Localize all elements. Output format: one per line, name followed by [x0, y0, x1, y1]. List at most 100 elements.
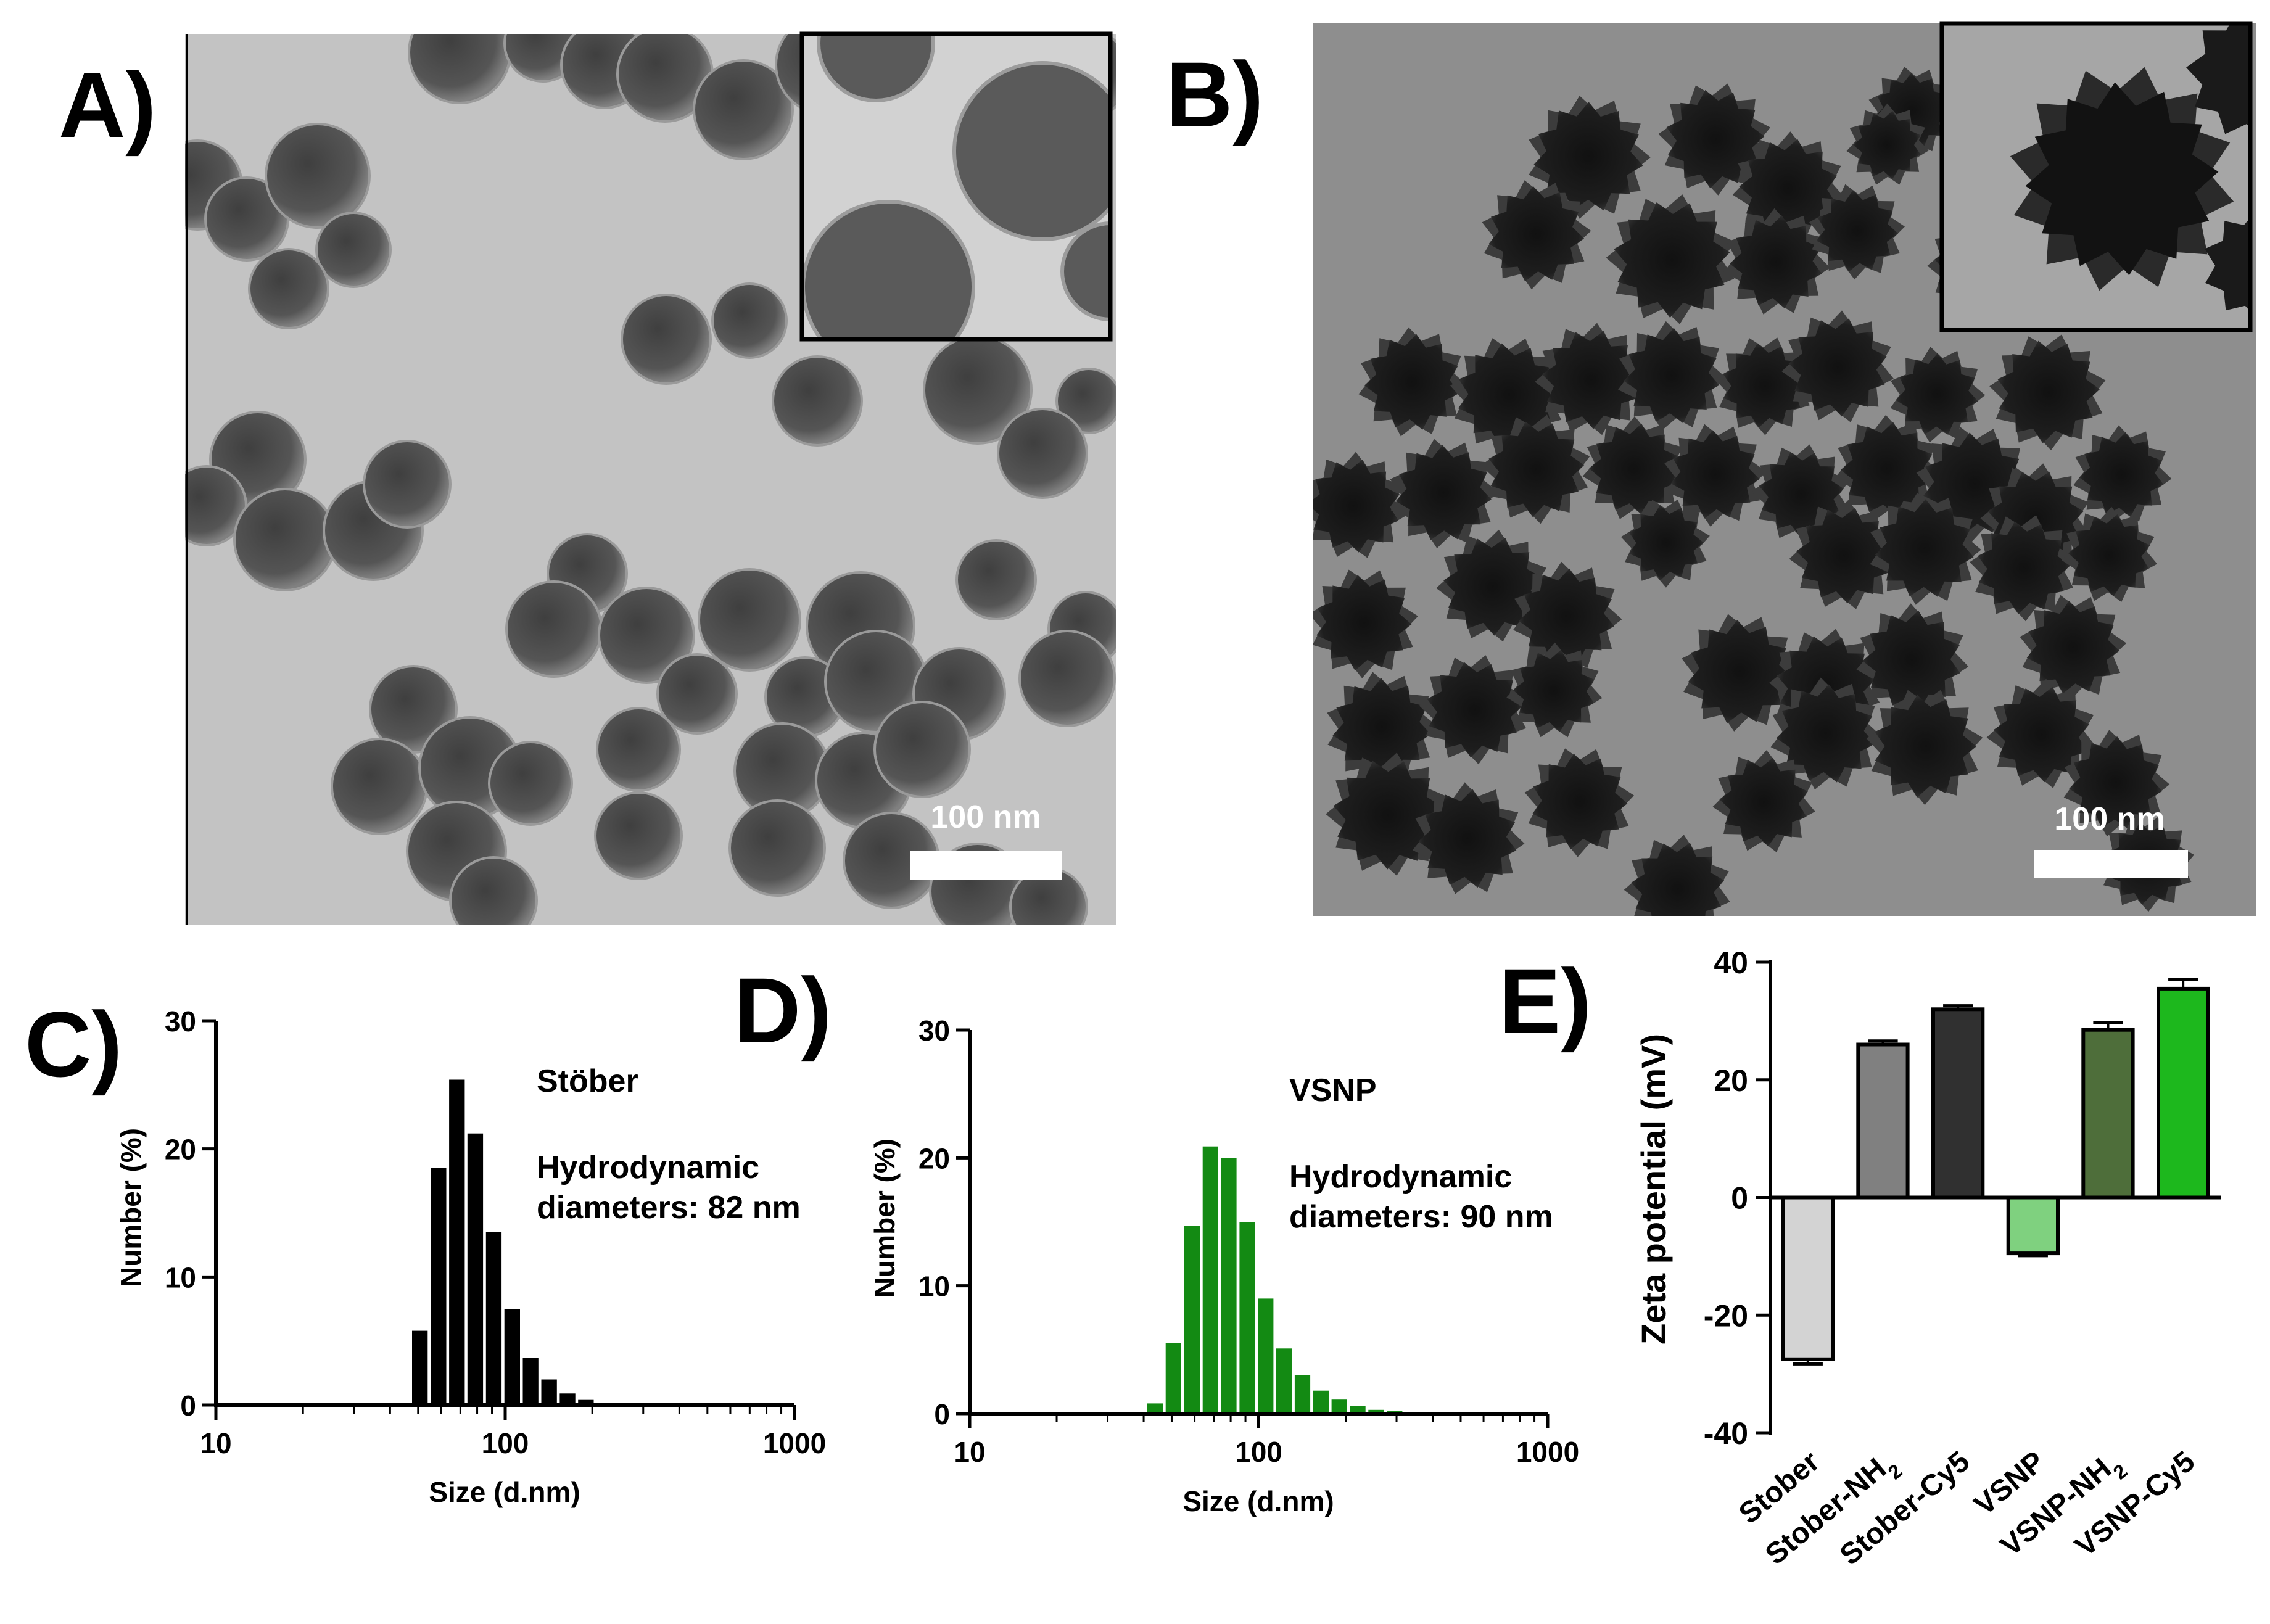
dendritic-particle — [1670, 430, 1760, 519]
chart-c-y-label: Number (%) — [115, 1128, 147, 1287]
chart-c-bar — [578, 1399, 594, 1405]
dendritic-particle — [1488, 186, 1585, 282]
dendritic-particle — [2079, 432, 2164, 517]
chart-d-y-tick-label: 20 — [918, 1142, 950, 1174]
chart-d-bar — [1313, 1390, 1329, 1414]
inset-dendritic-particle — [2205, 217, 2250, 311]
chart-e: StoberStober-NH2Stober-Cy5VSNPVSNP-NH2VS… — [1634, 946, 2221, 1572]
sphere-particle — [845, 814, 938, 907]
dendritic-particle — [1723, 343, 1807, 428]
dendritic-particle — [1688, 620, 1792, 723]
sphere-particle — [267, 125, 368, 226]
dendritic-particle — [1776, 684, 1875, 783]
chart-d-bar — [1331, 1399, 1347, 1414]
panel-label-a: A) — [59, 53, 156, 157]
dendritic-particle — [1313, 460, 1400, 553]
chart-e-bar — [2156, 986, 2210, 1200]
chart-d-y-tick-label: 10 — [918, 1271, 950, 1303]
dendritic-particle — [1719, 757, 1808, 847]
inset-sphere — [820, 34, 931, 99]
chart-d-x-label: Size (d.nm) — [1182, 1485, 1334, 1517]
chart-c-x-label: Size (d.nm) — [429, 1476, 580, 1508]
sphere-particle — [767, 659, 843, 735]
sphere-particle — [600, 589, 693, 682]
chart-d-annotation-line1: Hydrodynamic — [1289, 1159, 1512, 1195]
chart-e-y-tick-label: 0 — [1731, 1181, 1748, 1216]
sphere-particle — [185, 468, 245, 544]
inset-sphere — [956, 65, 1110, 237]
dendritic-particle — [1628, 505, 1704, 580]
chart-c-bar — [431, 1168, 447, 1405]
dendritic-particle — [2069, 736, 2163, 829]
dendritic-particle — [1513, 649, 1595, 732]
chart-d-y-label: Number (%) — [869, 1139, 901, 1298]
inset-dendritic-particle — [2186, 23, 2250, 134]
chart-d-annotation-title: VSNP — [1289, 1073, 1377, 1108]
chart-c-x-tick-label: 1000 — [763, 1427, 826, 1459]
chart-d-bar — [1184, 1226, 1200, 1414]
chart-d-bar — [1258, 1298, 1274, 1414]
chart-d-bar — [1147, 1403, 1163, 1414]
sphere-particle — [410, 34, 509, 102]
tem-b-inset — [1939, 21, 2253, 332]
panel-label-b: B) — [1166, 43, 1263, 146]
dendritic-particle — [1333, 760, 1443, 870]
chart-c-annotation-title: Stöber — [537, 1063, 638, 1099]
chart-e-bar — [1781, 1195, 1835, 1361]
sphere-particle — [1021, 632, 1113, 725]
chart-d-x-tick-label: 10 — [954, 1436, 985, 1468]
dendritic-particle — [1532, 754, 1628, 850]
panel-label-d: D) — [734, 958, 832, 1062]
chart-c-bar — [541, 1379, 557, 1405]
sphere-particle — [490, 743, 571, 823]
inset-dendritic-particle — [2025, 82, 2219, 276]
chart-c-bar — [449, 1079, 465, 1405]
chart-c-y-tick-label: 0 — [180, 1390, 196, 1422]
sphere-particle — [333, 740, 426, 833]
chart-c-y-tick-label: 30 — [165, 1005, 196, 1037]
dendritic-particle — [2068, 514, 2150, 596]
chart-c-bar — [412, 1330, 428, 1405]
dendritic-particle — [1332, 678, 1431, 776]
sphere-particle — [736, 725, 828, 817]
dendritic-particle — [1427, 662, 1523, 758]
dendritic-particle — [1796, 508, 1892, 604]
dendritic-particle — [1997, 340, 2100, 443]
chart-c-bar — [467, 1133, 484, 1405]
chart-d-y-tick-label: 30 — [918, 1015, 950, 1047]
chart-d-y-tick-label: 0 — [934, 1398, 950, 1430]
sphere-particle — [596, 794, 680, 878]
dendritic-particle — [1729, 215, 1822, 308]
dendritic-particle — [1875, 499, 1974, 597]
chart-e-y-tick-label: -40 — [1704, 1416, 1748, 1451]
sphere-particle — [1058, 370, 1116, 432]
tem-image-a: 100 nm — [185, 31, 1116, 925]
dendritic-particle — [2026, 601, 2119, 694]
sphere-particle — [958, 542, 1034, 618]
chart-e-bar — [2081, 1028, 2135, 1200]
dendritic-particle — [1896, 353, 1978, 435]
sphere-particle — [452, 859, 535, 925]
dendritic-particle — [1862, 611, 1960, 709]
chart-e-y-label: Zeta potential (mV) — [1634, 1034, 1673, 1345]
sphere-particle — [236, 490, 334, 589]
chart-c-bar — [504, 1309, 520, 1406]
sphere-particle — [619, 34, 711, 120]
chart-d-bar — [1350, 1406, 1366, 1414]
panel-label-e: E) — [1499, 949, 1591, 1053]
dendritic-particle — [1395, 445, 1492, 540]
chart-c-x-tick-label: 10 — [200, 1427, 231, 1459]
tem-image-b: 100 nm — [1313, 21, 2256, 916]
chart-c-y-tick-label: 20 — [165, 1134, 196, 1166]
sphere-particle — [731, 802, 823, 894]
chart-d-x-tick-label: 1000 — [1516, 1436, 1579, 1468]
chart-d-bar — [1202, 1146, 1218, 1414]
chart-e-y-tick-label: 20 — [1714, 1063, 1748, 1098]
scale-bar-a-label: 100 nm — [930, 799, 1041, 835]
chart-c-bar — [559, 1393, 576, 1405]
scale-bar-b-label: 100 nm — [2054, 801, 2165, 837]
sphere-particle — [700, 571, 799, 669]
dendritic-particle — [1518, 568, 1614, 664]
sphere-particle — [714, 285, 785, 357]
